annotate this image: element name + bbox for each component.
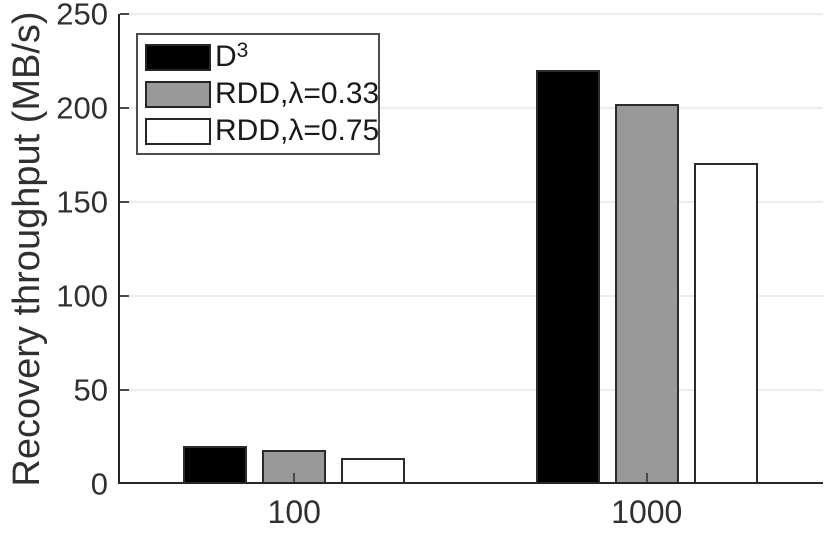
y-tick-label-50: 50: [73, 372, 108, 408]
legend-item: RDD,λ=0.75: [145, 114, 380, 147]
gridline-y-50: [118, 389, 823, 391]
y-tick-label-200: 200: [56, 90, 108, 126]
legend-label-rdd-033: RDD,λ=0.33: [215, 77, 380, 110]
bar-1000-d-3: [535, 70, 600, 484]
bar-1000-rdd-0.75: [693, 162, 758, 484]
x-tick-label-100: 100: [267, 494, 321, 530]
gridline-y-200: [118, 107, 823, 109]
x-axis-line: [118, 482, 823, 484]
y-tick-label-100: 100: [56, 278, 108, 314]
legend-swatch-d3: [145, 43, 211, 71]
x-tick-label-1000: 1000: [611, 494, 683, 530]
bar-1000-rdd-0.33: [614, 104, 679, 484]
y-tick-200: [120, 107, 129, 109]
legend: D3 RDD,λ=0.33 RDD,λ=0.75: [136, 33, 380, 155]
y-tick-label-0: 0: [90, 466, 108, 502]
y-tick-250: [120, 13, 129, 15]
y-tick-label-150: 150: [56, 184, 108, 220]
bar-100-d-3: [183, 446, 248, 484]
x-tick-1000: [645, 473, 648, 482]
legend-item: RDD,λ=0.33: [145, 77, 380, 110]
plot-area: [118, 13, 823, 484]
bar-100-rdd-0.75: [341, 457, 406, 484]
y-axis-line: [118, 14, 120, 484]
legend-swatch-rdd-075: [145, 117, 211, 145]
gridline-y-250: [118, 13, 823, 15]
y-tick-50: [120, 389, 129, 391]
gridline-y-150: [118, 201, 823, 203]
y-axis-label: Recovery throughput (MB/s): [6, 11, 48, 487]
legend-label-rdd-075: RDD,λ=0.75: [215, 114, 380, 147]
y-tick-100: [120, 295, 129, 297]
legend-swatch-rdd-033: [145, 80, 211, 108]
legend-item: D3: [145, 39, 378, 73]
y-tick-150: [120, 201, 129, 203]
x-tick-100: [293, 473, 296, 482]
gridline-y-100: [118, 295, 823, 297]
y-tick-label-250: 250: [56, 0, 108, 32]
legend-label-d3: D3: [215, 39, 249, 73]
